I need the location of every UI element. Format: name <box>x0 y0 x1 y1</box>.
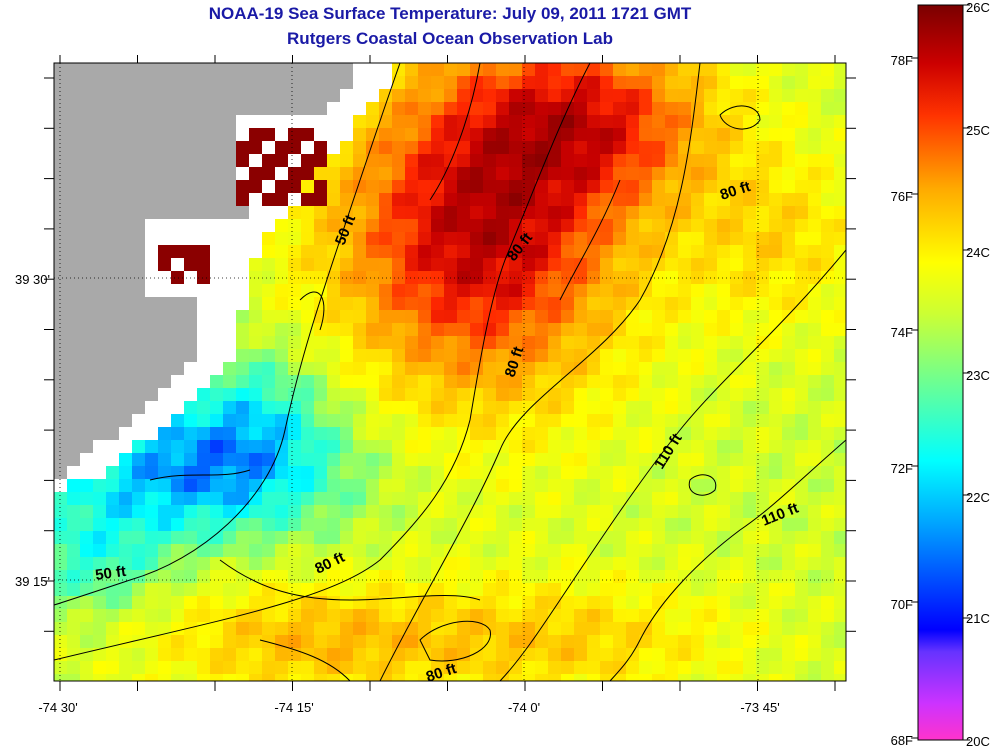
colorbar: 26C 25C 24C 23C 22C 21C 20C 78F 76F 74F … <box>891 0 990 749</box>
colorbar-gradient <box>917 4 964 741</box>
colorbar-fahrenheit-label: 78F <box>891 53 913 68</box>
bathymetry-contours <box>54 63 846 681</box>
colorbar-fahrenheit-label: 68F <box>891 733 913 748</box>
depth-contour <box>719 105 761 130</box>
lon-label: -74 15' <box>274 700 313 715</box>
colorbar-celsius-label: 21C <box>966 611 990 626</box>
colorbar-celsius-label: 23C <box>966 368 990 383</box>
contour-label: 50 ft <box>94 563 127 584</box>
lon-label: -73 45' <box>740 700 779 715</box>
lon-label: -74 30' <box>38 700 77 715</box>
graticule-lines <box>54 63 846 681</box>
depth-contour <box>688 474 717 496</box>
lat-label: 39 30' <box>15 272 50 287</box>
depth-contour <box>299 291 325 331</box>
depth-contour <box>219 559 481 601</box>
depth-contour <box>54 63 591 661</box>
depth-contour <box>149 469 251 481</box>
colorbar-celsius-label: 26C <box>966 0 990 15</box>
lat-label: 39 15' <box>15 574 50 589</box>
map-title: NOAA-19 Sea Surface Temperature: July 09… <box>208 4 692 23</box>
colorbar-celsius-label: 22C <box>966 490 990 505</box>
depth-contour <box>429 63 481 201</box>
colorbar-celsius-label: 24C <box>966 245 990 260</box>
colorbar-fahrenheit-label: 72F <box>891 461 913 476</box>
map-subtitle: Rutgers Coastal Ocean Observation Lab <box>287 29 613 48</box>
colorbar-fahrenheit-label: 76F <box>891 189 913 204</box>
depth-contour <box>609 439 846 681</box>
colorbar-celsius-label: 25C <box>966 123 990 138</box>
map-tick-marks <box>44 55 856 691</box>
map-frame <box>53 62 847 682</box>
colorbar-celsius-label: 20C <box>966 734 990 749</box>
depth-contour <box>379 63 701 681</box>
sst-map-area[interactable] <box>54 63 848 688</box>
colorbar-fahrenheit-label: 70F <box>891 597 913 612</box>
longitude-labels: -74 30' -74 15' -74 0' -73 45' <box>38 700 779 715</box>
latitude-labels: 39 30' 39 15' <box>15 272 50 589</box>
colorbar-fahrenheit-label: 74F <box>891 325 913 340</box>
depth-contour <box>54 63 401 606</box>
sst-cells <box>54 63 846 681</box>
depth-contour <box>419 620 491 662</box>
depth-contour <box>499 249 846 681</box>
depth-contour <box>559 179 621 301</box>
depth-contour <box>259 639 351 681</box>
lon-label: -74 0' <box>508 700 540 715</box>
